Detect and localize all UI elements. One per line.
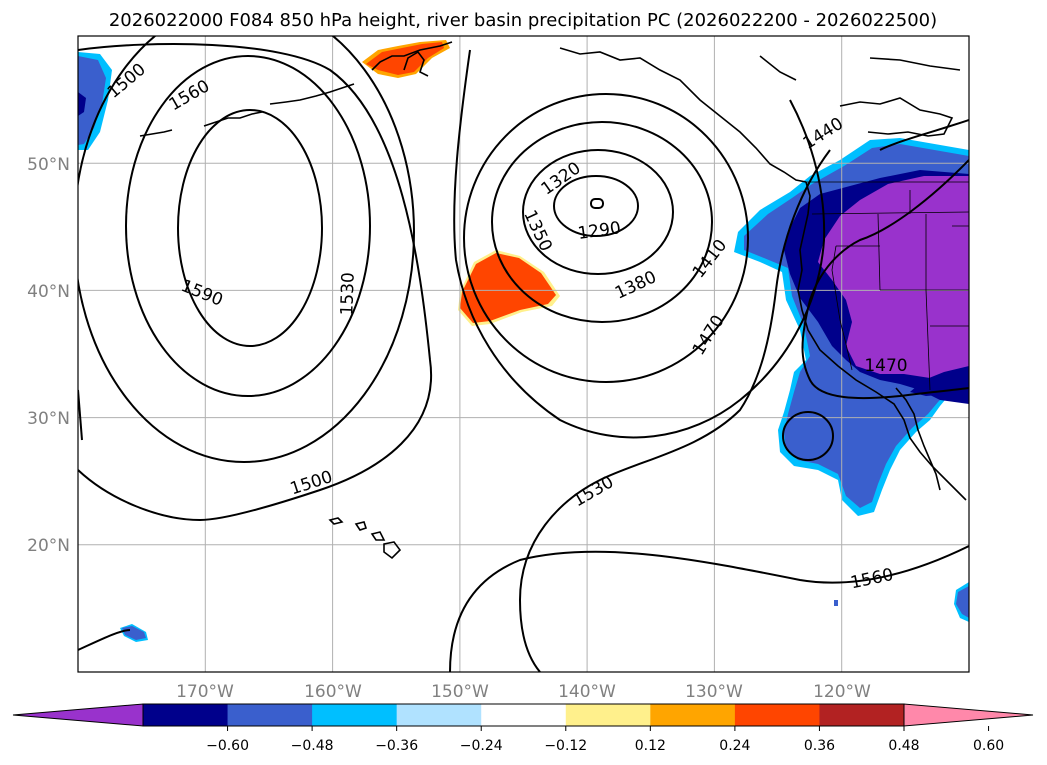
colorbar-segment bbox=[819, 704, 905, 726]
height-contours bbox=[78, 36, 969, 672]
contour-label: 1530 bbox=[337, 272, 358, 316]
colorbar-frame bbox=[142, 703, 905, 727]
lon-label-130w: 130°W bbox=[685, 682, 743, 702]
colorbar-tick-label: −0.12 bbox=[544, 738, 587, 754]
colorbar-segment bbox=[312, 704, 398, 726]
colorbar-segment bbox=[481, 704, 567, 726]
colorbar-tick-label: 0.60 bbox=[973, 738, 1004, 754]
contour-1590 bbox=[177, 109, 323, 347]
colorbar-ticks: −0.60 −0.48 −0.36 −0.24 −0.12 0.12 0.24 0.36 0.4… bbox=[206, 726, 1004, 754]
colorbar-segment bbox=[565, 704, 651, 726]
lat-label-40n: 40°N bbox=[27, 282, 70, 302]
colorbar-tick-label: −0.60 bbox=[206, 738, 249, 754]
colorbar-tick-label: −0.24 bbox=[460, 738, 503, 754]
colorbar-segments bbox=[143, 704, 905, 726]
colorbar-tick-label: −0.48 bbox=[291, 738, 334, 754]
colorbar-segment bbox=[734, 704, 820, 726]
state-borders bbox=[806, 181, 969, 391]
coastlines bbox=[139, 41, 967, 560]
precipitation-shading bbox=[78, 40, 969, 642]
colorbar: −0.60 −0.48 −0.36 −0.24 −0.12 0.12 0.24 0.36 0.4… bbox=[12, 703, 1034, 754]
colorbar-segment bbox=[650, 704, 736, 726]
contour-1290 bbox=[590, 198, 604, 209]
colorbar-tick-label: −0.36 bbox=[375, 738, 418, 754]
colorbar-tick-label: 0.24 bbox=[719, 738, 750, 754]
colorbar-segment bbox=[396, 704, 482, 726]
lat-label-20n: 20°N bbox=[27, 536, 70, 556]
contour-label: 1470 bbox=[864, 356, 907, 376]
graticule bbox=[78, 36, 969, 672]
colorbar-tick-label: 0.48 bbox=[888, 738, 919, 754]
lat-label-50n: 50°N bbox=[27, 155, 70, 175]
colorbar-extend-left bbox=[12, 703, 144, 727]
colorbar-tick-label: 0.36 bbox=[804, 738, 835, 754]
colorbar-segment bbox=[143, 704, 229, 726]
lon-label-150w: 150°W bbox=[431, 682, 489, 702]
map-panel: 1500 1560 1590 1530 1320 1350 1290 1380 … bbox=[77, 35, 970, 673]
lat-label-30n: 30°N bbox=[27, 409, 70, 429]
latitude-labels: 20°N 30°N 40°N 50°N bbox=[27, 155, 70, 556]
map-frame bbox=[77, 35, 970, 673]
figure-title: 2026022000 F084 850 hPa height, river ba… bbox=[109, 10, 937, 31]
colorbar-extend-right bbox=[903, 703, 1034, 727]
longitude-labels: 170°W 160°W 150°W 140°W 130°W 120°W bbox=[176, 682, 871, 702]
precip-negative-western-us bbox=[818, 176, 969, 390]
lon-label-170w: 170°W bbox=[176, 682, 234, 702]
colorbar-tick-label: 0.12 bbox=[635, 738, 666, 754]
lon-label-120w: 120°W bbox=[813, 682, 871, 702]
lon-label-140w: 140°W bbox=[558, 682, 616, 702]
colorbar-segment bbox=[227, 704, 313, 726]
lon-label-160w: 160°W bbox=[304, 682, 362, 702]
